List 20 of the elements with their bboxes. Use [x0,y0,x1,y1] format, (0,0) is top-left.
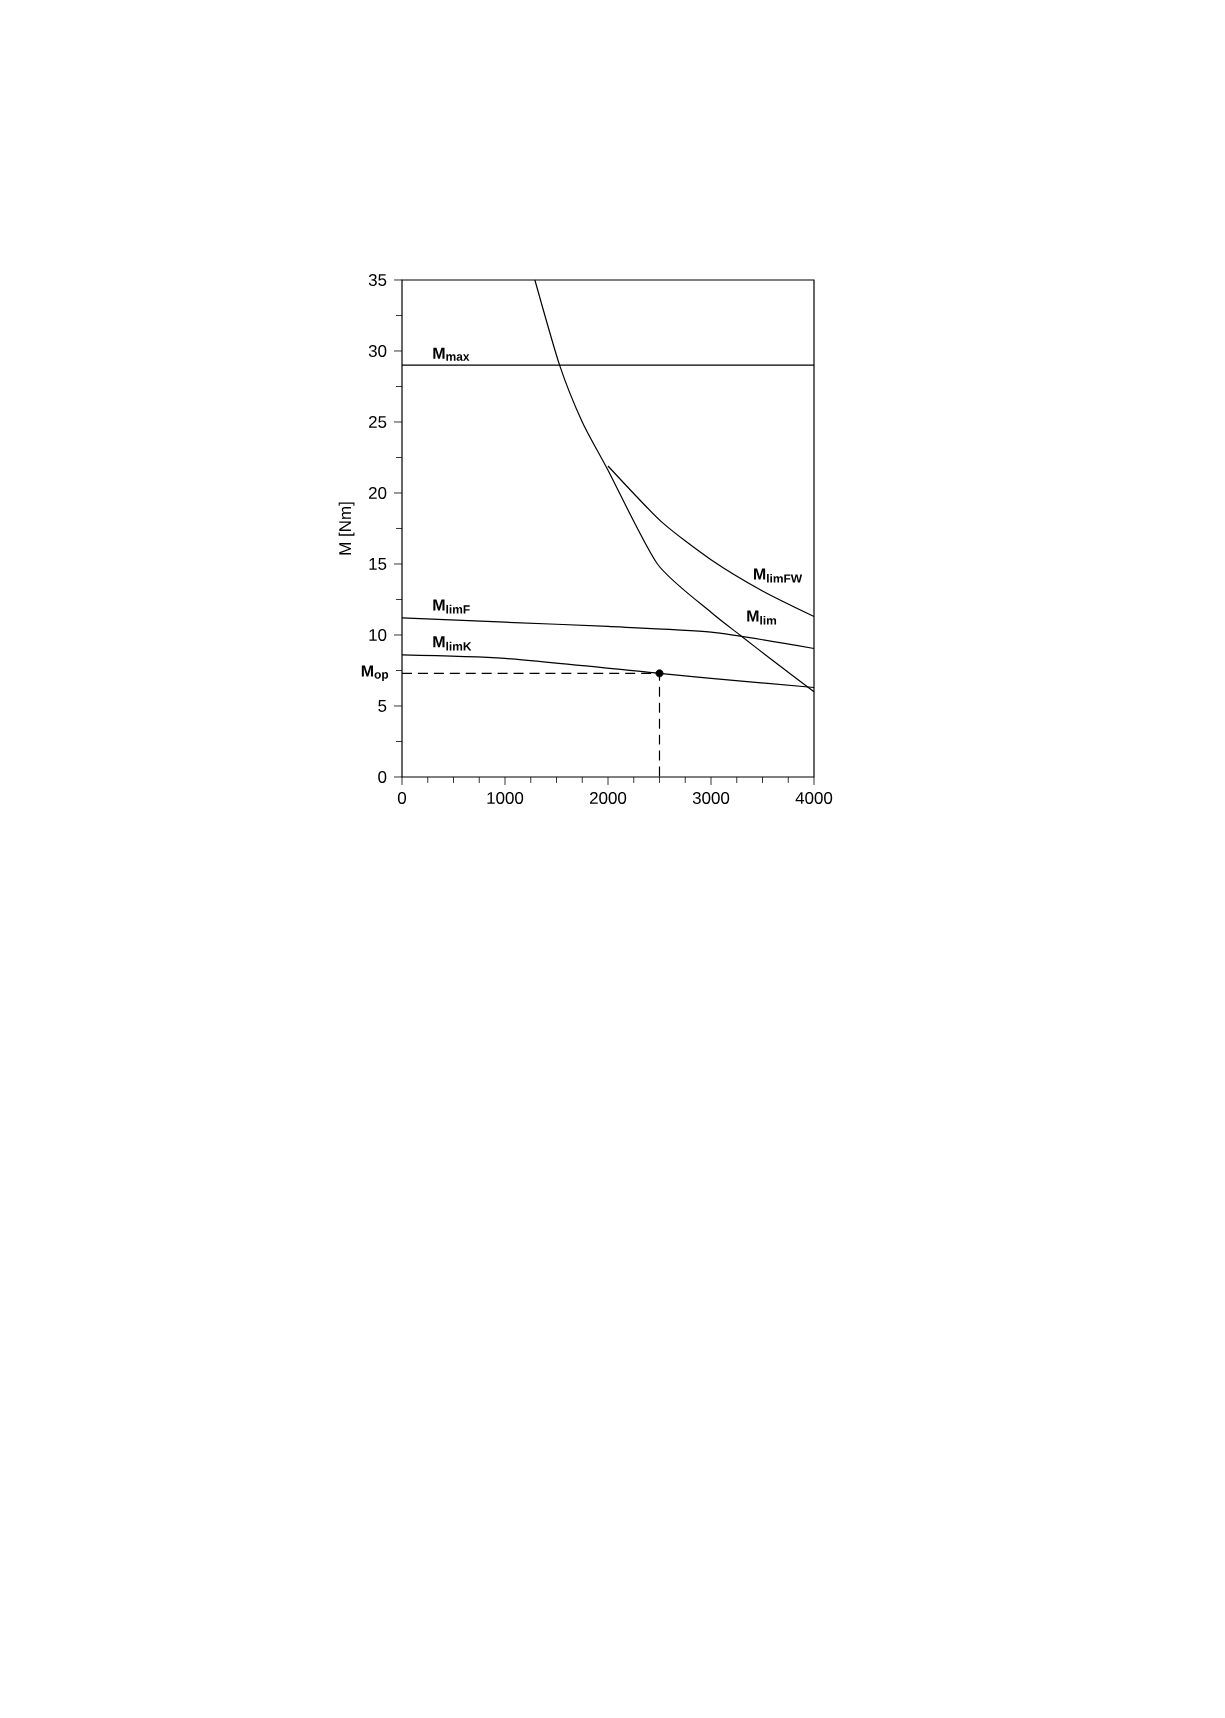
y-tick-label: 30 [368,345,387,357]
x-tick-label: 0 [397,792,407,804]
x-tick-label: 2000 [590,792,627,804]
y-tick-label: 0 [378,771,387,783]
series-label: M$_{lim}$ [747,610,777,625]
series-label: M$_{limFW}$ [754,568,803,583]
x-tick-label: 1000 [487,792,524,804]
x-tick-label: 4000 [795,792,833,804]
legend-label: M$_{limF}$ [433,599,470,614]
x-tick-label: 3000 [692,792,730,804]
y-tick-label: 5 [378,700,387,712]
legend-label: M$_{max}$ [433,347,470,361]
annotation: M$_{op}$ [361,665,389,682]
y-tick-label: 35 [368,274,387,286]
y-tick-label: 10 [369,629,387,641]
y-axis-title: M [Nm] [338,502,355,555]
y-tick-label: 20 [369,487,387,499]
legend-label: M$_{limK}$ [433,636,472,651]
y-tick-label: 15 [369,558,387,570]
y-tick-label: 25 [369,416,387,428]
